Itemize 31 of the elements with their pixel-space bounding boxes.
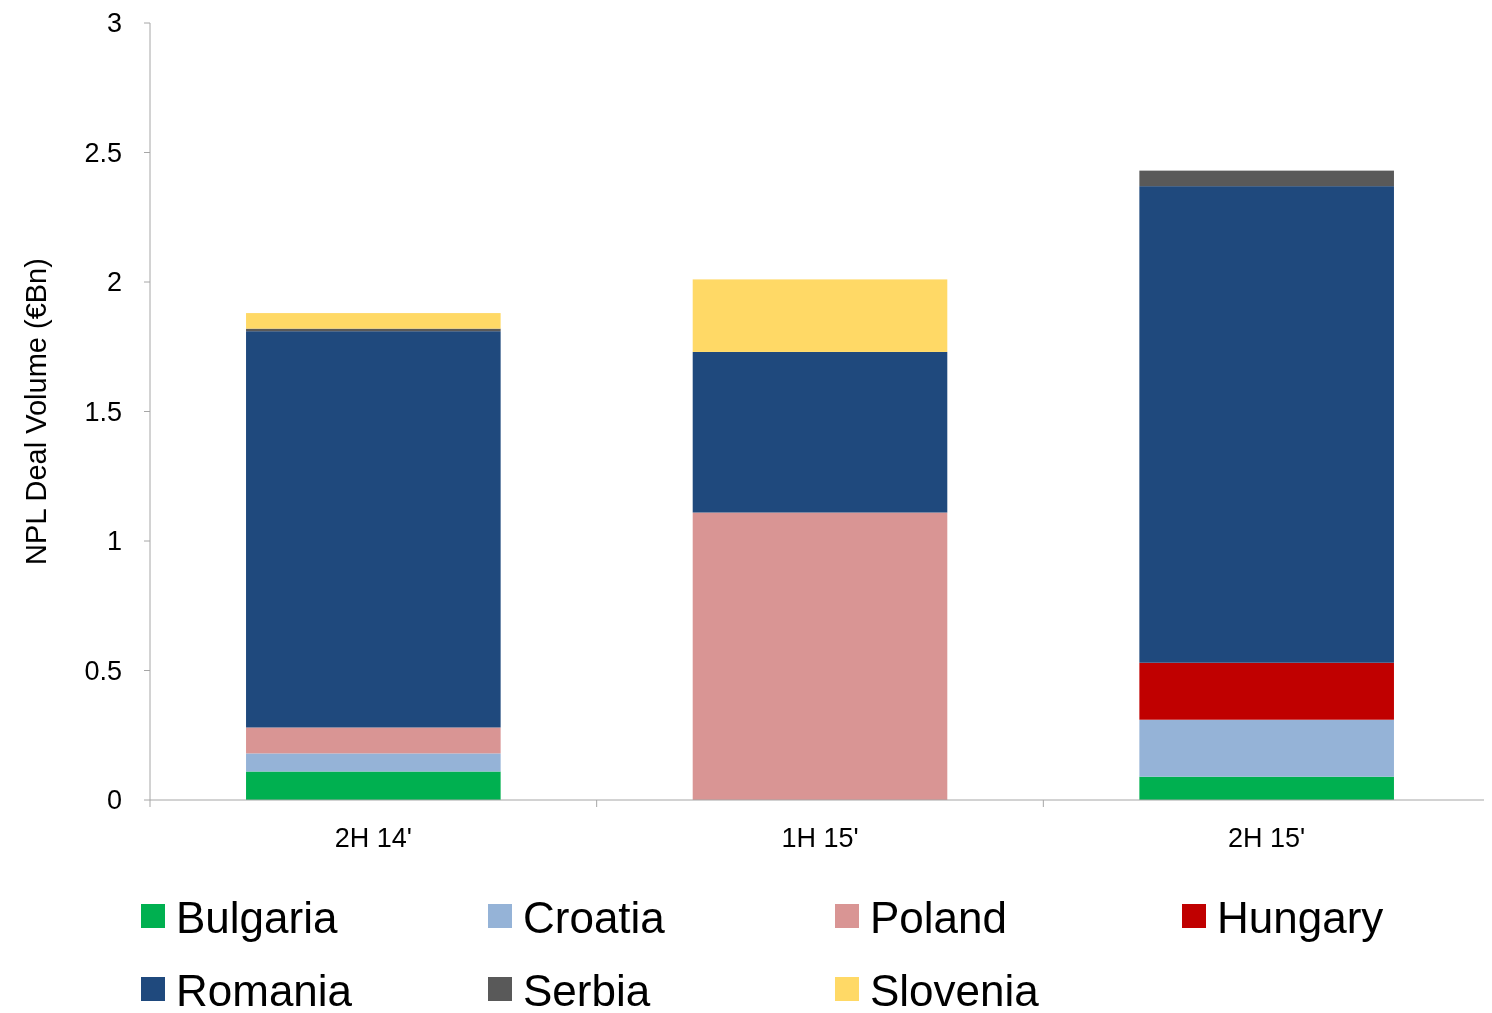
legend-label: Hungary [1217,893,1384,943]
legend-label: Serbia [523,966,651,1013]
x-tick-label: 2H 14' [334,823,412,853]
y-tick-label: 0 [106,785,122,816]
bar [1139,719,1394,777]
bar [1139,186,1394,663]
x-tick-label: 1H 15' [781,823,859,853]
legend-label: Bulgaria [176,893,338,943]
bar [246,313,501,329]
y-axis-title: NPL Deal Volume (€Bn) [20,258,52,565]
y-tick-label: 1.5 [84,396,122,427]
bar [246,727,501,754]
x-tick-label: 2H 15' [1228,823,1306,853]
y-tick-label: 3 [106,8,122,39]
y-tick-label: 2.5 [84,137,122,168]
bar [246,753,501,772]
bar [1139,776,1394,800]
bar [246,331,501,728]
bar [692,512,948,800]
bar [1139,170,1394,187]
y-tick-label: 0.5 [84,655,122,686]
legend-label: Croatia [523,893,666,943]
bar [692,279,948,352]
bar [1139,662,1394,720]
legend-label: Poland [870,893,1008,943]
bar [692,351,948,513]
legend-label: Romania [176,966,353,1013]
y-tick-label: 1 [106,526,122,557]
y-tick-label: 2 [106,267,122,298]
legend-label: Slovenia [870,966,1040,1013]
bar [246,771,501,800]
